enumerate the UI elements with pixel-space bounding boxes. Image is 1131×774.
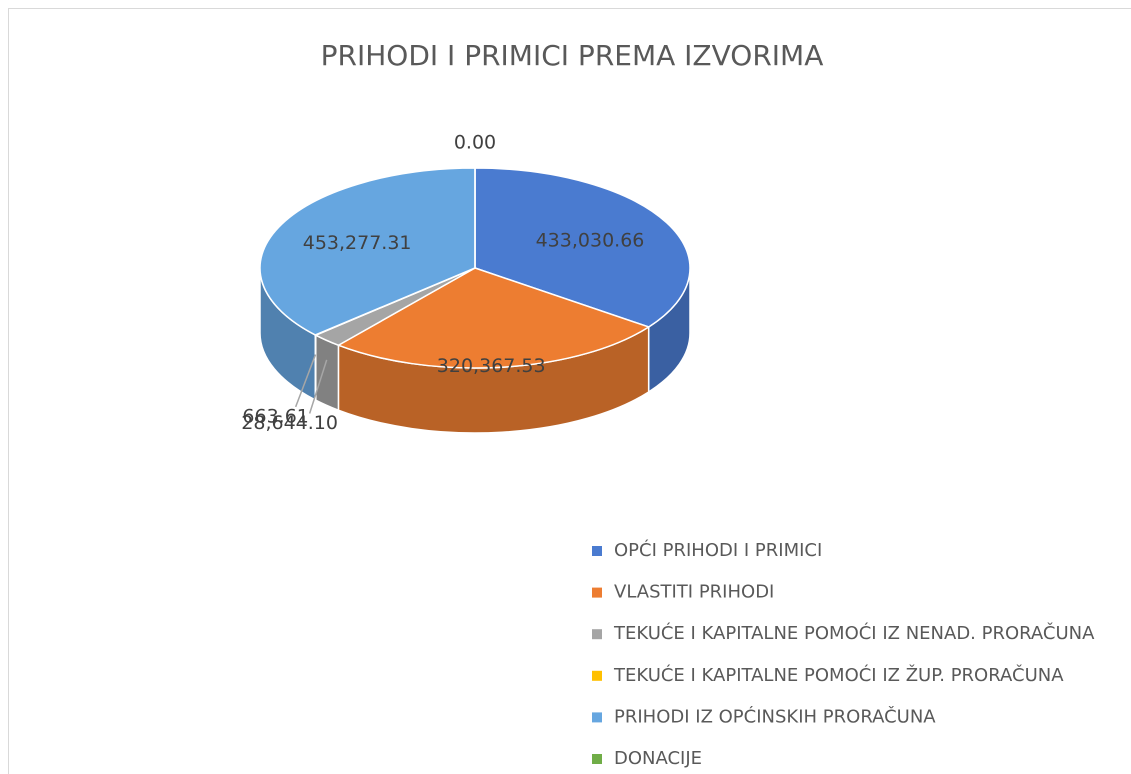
legend-label: TEKUĆE I KAPITALNE POMOĆI IZ ŽUP. PRORAČ… xyxy=(613,664,1064,686)
data-label: 320,367.53 xyxy=(437,355,546,377)
legend-label: OPĆI PRIHODI I PRIMICI xyxy=(614,539,822,561)
data-label: 28,644.10 xyxy=(241,412,338,434)
data-label: 453,277.31 xyxy=(303,232,412,254)
slice xyxy=(259,167,476,336)
slice xyxy=(336,267,651,369)
legend-swatch xyxy=(592,587,602,598)
legend-swatch xyxy=(592,712,602,723)
leader-line xyxy=(308,359,328,414)
legend-swatch xyxy=(592,546,602,556)
legend-swatch xyxy=(592,670,602,681)
legend-label: PRIHODI IZ OPĆINSKIH PRORAČUNA xyxy=(614,705,936,727)
legend-label: VLASTITI PRIHODI xyxy=(614,582,774,603)
slice-side xyxy=(315,333,340,412)
slice xyxy=(474,167,691,328)
chart-title: PRIHODI I PRIMICI PREMA IZVORIMA xyxy=(321,39,824,72)
data-label: 433,030.66 xyxy=(536,229,645,251)
legend-label: TEKUĆE I KAPITALNE POMOĆI IZ NENAD. PROR… xyxy=(613,622,1095,644)
legend-swatch xyxy=(592,629,602,640)
data-label: 0.00 xyxy=(454,132,496,154)
legend-swatch xyxy=(592,754,602,764)
leader-line xyxy=(294,354,317,408)
data-label: 663.61 xyxy=(242,405,308,427)
legend-label: DONACIJE xyxy=(614,748,702,769)
